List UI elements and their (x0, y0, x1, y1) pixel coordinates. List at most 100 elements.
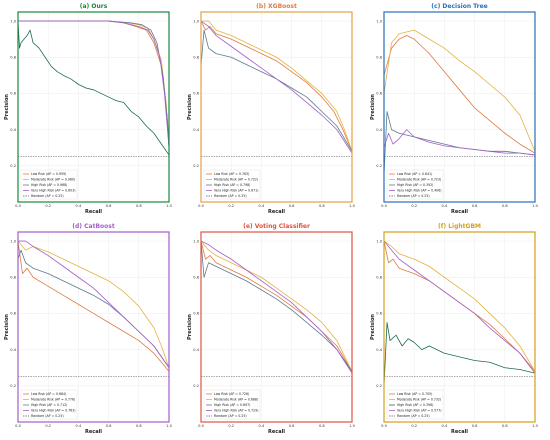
legend-label: Very High Risk (AP = 0.577) (397, 409, 441, 413)
x-tick-label: 0.2 (228, 424, 234, 428)
series-line (18, 20, 170, 148)
series-line (383, 129, 536, 156)
x-tick-label: 1.0 (532, 424, 538, 428)
legend-label: Very High Risk (AP = 0.763) (31, 409, 75, 413)
chart-panel-6: (f) LightGBM 0.0 0.2 0.4 0.6 0.8 1.0 0.2 0.4 0.6 0… (370, 223, 539, 435)
legend-label: Random (AP = 0.25) (31, 194, 64, 198)
legend-box (20, 389, 78, 420)
panel-title: (a) Ours (80, 3, 108, 10)
legend-label: Moderate Risk (AP = 0.688) (214, 398, 258, 402)
y-axis-label: Precision (370, 314, 376, 340)
legend-label: High Risk (AP = 0.712) (31, 403, 67, 407)
panel-frame (200, 231, 353, 423)
x-axis-label: Recall (451, 209, 468, 215)
y-tick-label: 1.0 (10, 239, 16, 243)
y-tick-label: 0.2 (193, 384, 199, 388)
x-tick-label: 0.6 (289, 424, 295, 428)
series-line (200, 20, 353, 154)
y-tick-label: 0.6 (10, 312, 16, 316)
panel-frame (200, 11, 353, 203)
series-line (383, 240, 536, 374)
x-tick-label: 0.4 (442, 204, 448, 208)
legend-label: High Risk (AP = 0.968) (31, 183, 67, 187)
y-tick-label: 0.4 (10, 348, 16, 352)
chart-panel-2: (b) XGBoost 0.0 0.2 0.4 0.6 0.8 1.0 0.2 0.4 0.6 0.… (187, 3, 356, 215)
legend-label: High Risk (AP = 0.396) (397, 403, 433, 407)
y-tick-label: 0.8 (193, 56, 199, 60)
legend-label: Low Risk (AP = 0.763) (214, 172, 249, 176)
x-tick-label: 0.0 (198, 204, 204, 208)
legend-label: Moderate Risk (AP = 0.960) (31, 178, 75, 182)
series-line (17, 240, 170, 372)
x-tick-label: 0.4 (76, 204, 82, 208)
y-tick-label: 1.0 (376, 239, 382, 243)
y-tick-label: 0.6 (376, 312, 382, 316)
legend-box (20, 169, 78, 200)
x-tick-label: 0.4 (442, 424, 448, 428)
x-tick-label: 0.2 (411, 424, 417, 428)
y-tick-label: 0.4 (10, 128, 16, 132)
legend-label: Low Risk (AP = 0.726) (214, 392, 249, 396)
chart-panel-1: (a) Ours 0.0 0.2 0.4 0.6 0.8 1.0 0.2 0.4 0.6 0.8 1.… (4, 3, 173, 215)
y-axis-label: Precision (187, 314, 193, 340)
y-tick-label: 0.2 (10, 384, 16, 388)
legend-label: Random (AP = 0.25) (397, 414, 430, 418)
panel-title: (c) Decision Tree (431, 3, 487, 10)
x-tick-label: 0.8 (319, 424, 325, 428)
y-tick-label: 0.8 (376, 56, 382, 60)
series-line (200, 240, 353, 372)
y-tick-label: 0.4 (193, 128, 199, 132)
x-axis-label: Recall (451, 429, 468, 435)
series-line (383, 35, 536, 154)
series-line (200, 240, 353, 374)
x-tick-label: 0.8 (136, 424, 142, 428)
legend-label: High Risk (AP = 0.798) (214, 183, 250, 187)
x-tick-label: 1.0 (532, 204, 538, 208)
legend-label: Random (AP = 0.25) (397, 194, 430, 198)
x-tick-label: 0.6 (472, 424, 478, 428)
legend-label: Low Risk (AP = 0.959) (31, 172, 66, 176)
series-line (17, 21, 170, 156)
x-tick-label: 0.8 (502, 204, 508, 208)
x-tick-label: 0.2 (45, 424, 51, 428)
x-tick-label: 0.8 (319, 204, 325, 208)
x-axis-label: Recall (268, 209, 285, 215)
legend-label: Low Risk (AP = 0.705) (397, 392, 432, 396)
y-tick-label: 0.6 (10, 92, 16, 96)
panel-title: (e) Voting Classifier (243, 223, 310, 230)
series-line (383, 322, 536, 386)
x-tick-label: 0.8 (136, 204, 142, 208)
x-tick-label: 0.4 (259, 204, 265, 208)
series-line (18, 240, 170, 368)
y-tick-label: 0.6 (376, 92, 382, 96)
y-tick-label: 1.0 (376, 19, 382, 23)
legend-label: Moderate Risk (AP = 0.732) (397, 398, 441, 402)
legend-label: Random (AP = 0.25) (214, 414, 247, 418)
legend-label: High Risk (AP = 0.697) (214, 403, 250, 407)
y-tick-label: 0.2 (10, 164, 16, 168)
y-axis-label: Precision (4, 314, 10, 340)
x-tick-label: 0.6 (106, 424, 112, 428)
panel-title: (b) XGBoost (256, 3, 297, 10)
series-line (383, 240, 536, 372)
legend-label: Random (AP = 0.25) (214, 194, 247, 198)
x-tick-label: 0.0 (381, 204, 387, 208)
series-line (383, 111, 536, 175)
legend-box (386, 389, 444, 420)
x-tick-label: 0.4 (259, 424, 265, 428)
x-tick-label: 0.0 (15, 424, 21, 428)
panel-frame (17, 11, 170, 203)
chart-panel-5: (e) Voting Classifier 0.0 0.2 0.4 0.6 0.8 1.0 0… (187, 223, 356, 435)
legend-label: Very High Risk (AP = 0.603) (31, 189, 75, 193)
series-line (383, 29, 536, 152)
panel-frame (383, 11, 536, 203)
series-line (17, 240, 170, 368)
legend-box (203, 389, 261, 420)
y-tick-label: 0.2 (193, 164, 199, 168)
y-axis-label: Precision (187, 94, 193, 120)
x-axis-label: Recall (85, 209, 102, 215)
y-tick-label: 1.0 (193, 239, 199, 243)
panel-title: (d) CatBoost (72, 223, 115, 230)
series-line (18, 20, 170, 148)
